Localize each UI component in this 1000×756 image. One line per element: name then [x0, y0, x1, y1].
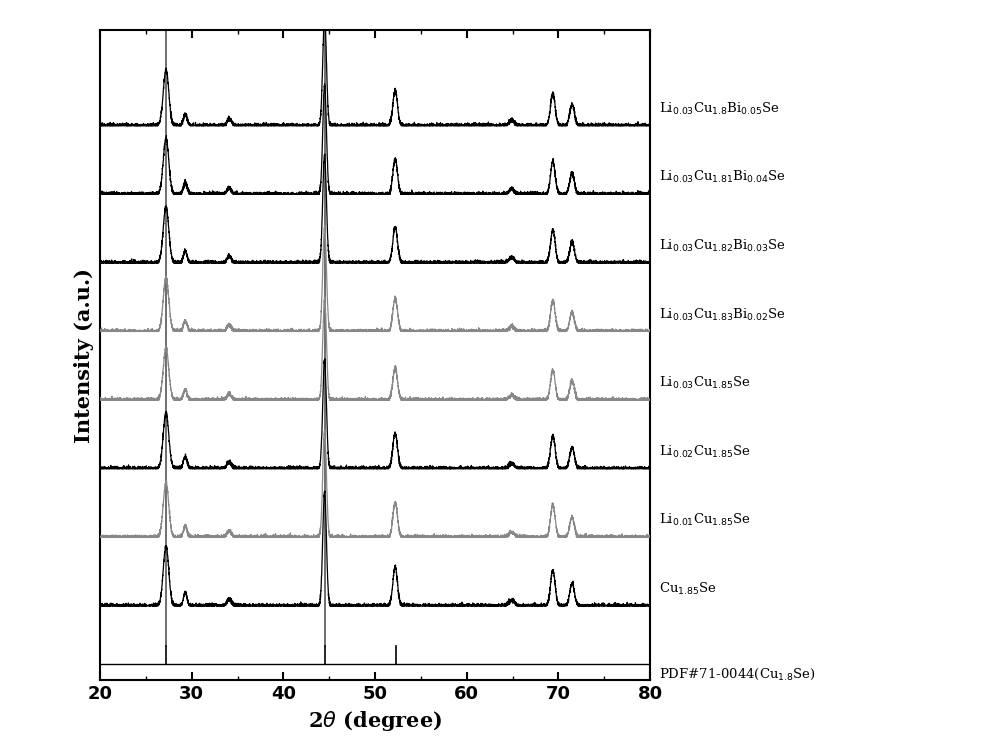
- Text: Cu$_{1.85}$Se: Cu$_{1.85}$Se: [659, 581, 717, 597]
- Text: Li$_{0.03}$Cu$_{1.81}$Bi$_{0.04}$Se: Li$_{0.03}$Cu$_{1.81}$Bi$_{0.04}$Se: [659, 169, 786, 185]
- Text: Li$_{0.03}$Cu$_{1.82}$Bi$_{0.03}$Se: Li$_{0.03}$Cu$_{1.82}$Bi$_{0.03}$Se: [659, 238, 786, 254]
- X-axis label: 2$\theta$ (degree): 2$\theta$ (degree): [308, 709, 442, 733]
- Text: Li$_{0.01}$Cu$_{1.85}$Se: Li$_{0.01}$Cu$_{1.85}$Se: [659, 513, 751, 528]
- Text: Li$_{0.03}$Cu$_{1.85}$Se: Li$_{0.03}$Cu$_{1.85}$Se: [659, 375, 751, 391]
- Text: Li$_{0.02}$Cu$_{1.85}$Se: Li$_{0.02}$Cu$_{1.85}$Se: [659, 444, 751, 460]
- Text: PDF#71-0044(Cu$_{1.8}$Se): PDF#71-0044(Cu$_{1.8}$Se): [659, 667, 816, 682]
- Y-axis label: Intensity (a.u.): Intensity (a.u.): [74, 268, 94, 443]
- Text: Li$_{0.03}$Cu$_{1.83}$Bi$_{0.02}$Se: Li$_{0.03}$Cu$_{1.83}$Bi$_{0.02}$Se: [659, 306, 786, 323]
- Text: Li$_{0.03}$Cu$_{1.8}$Bi$_{0.05}$Se: Li$_{0.03}$Cu$_{1.8}$Bi$_{0.05}$Se: [659, 101, 780, 116]
